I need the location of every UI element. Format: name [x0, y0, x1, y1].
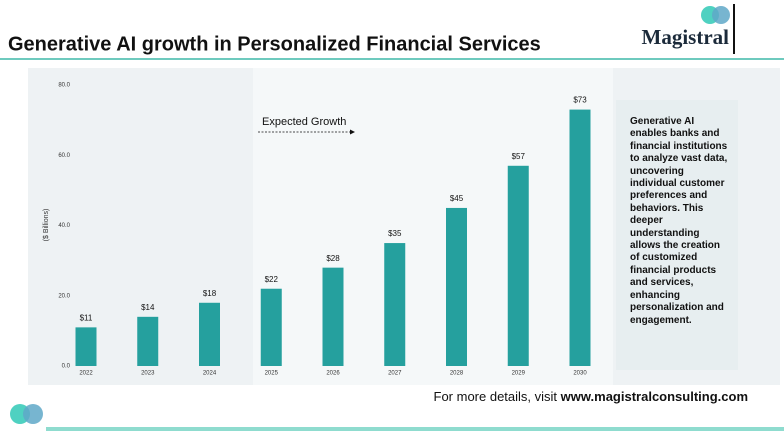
x-tick-label: 2029 [512, 371, 526, 377]
footer: For more details, visit www.magistralcon… [434, 389, 749, 404]
page-title: Generative AI growth in Personalized Fin… [8, 33, 541, 55]
arrow-head [350, 129, 355, 135]
bar [75, 327, 97, 366]
annotation: Expected Growth [262, 116, 346, 128]
footer-url[interactable]: www.magistralconsulting.com [560, 389, 748, 404]
bar [199, 302, 220, 366]
value-label: $35 [388, 229, 402, 238]
logo-text: Magistral [642, 25, 730, 49]
x-tick-label: 2022 [79, 371, 93, 377]
y-tick-label: 60.0 [58, 153, 70, 159]
x-tick-label: 2026 [326, 371, 340, 377]
value-label: $22 [265, 275, 279, 284]
value-label: $18 [203, 289, 217, 298]
bar [384, 243, 406, 366]
value-label: $11 [80, 313, 93, 322]
logo-circle [712, 6, 730, 24]
footer-circle [23, 404, 43, 424]
bar [569, 109, 591, 367]
bar [260, 288, 282, 366]
bar [507, 165, 529, 366]
value-label: $28 [326, 254, 340, 263]
x-tick-label: 2030 [573, 371, 587, 377]
x-tick-label: 2028 [450, 371, 464, 377]
forecast-region [253, 68, 613, 385]
x-tick-label: 2027 [388, 371, 402, 377]
y-axis-label: ($ Billions) [43, 209, 50, 242]
x-tick-label: 2023 [141, 371, 155, 377]
x-tick-label: 2024 [203, 371, 217, 377]
x-tick-label: 2025 [265, 371, 279, 377]
value-label: $57 [512, 152, 526, 161]
bar [322, 267, 344, 366]
value-label: $73 [573, 96, 587, 105]
logo-bar [733, 4, 735, 54]
y-tick-label: 40.0 [58, 223, 70, 229]
y-tick-label: 20.0 [58, 293, 70, 299]
footer-text: For more details, visit [433, 389, 558, 404]
bar [446, 207, 467, 366]
value-label: $14 [141, 303, 155, 312]
side-note: Generative AI enables banks and financia… [616, 100, 738, 370]
value-label: $45 [450, 194, 464, 203]
y-tick-label: 0.0 [62, 364, 71, 370]
bar [137, 316, 159, 366]
y-tick-label: 80.0 [58, 83, 70, 89]
